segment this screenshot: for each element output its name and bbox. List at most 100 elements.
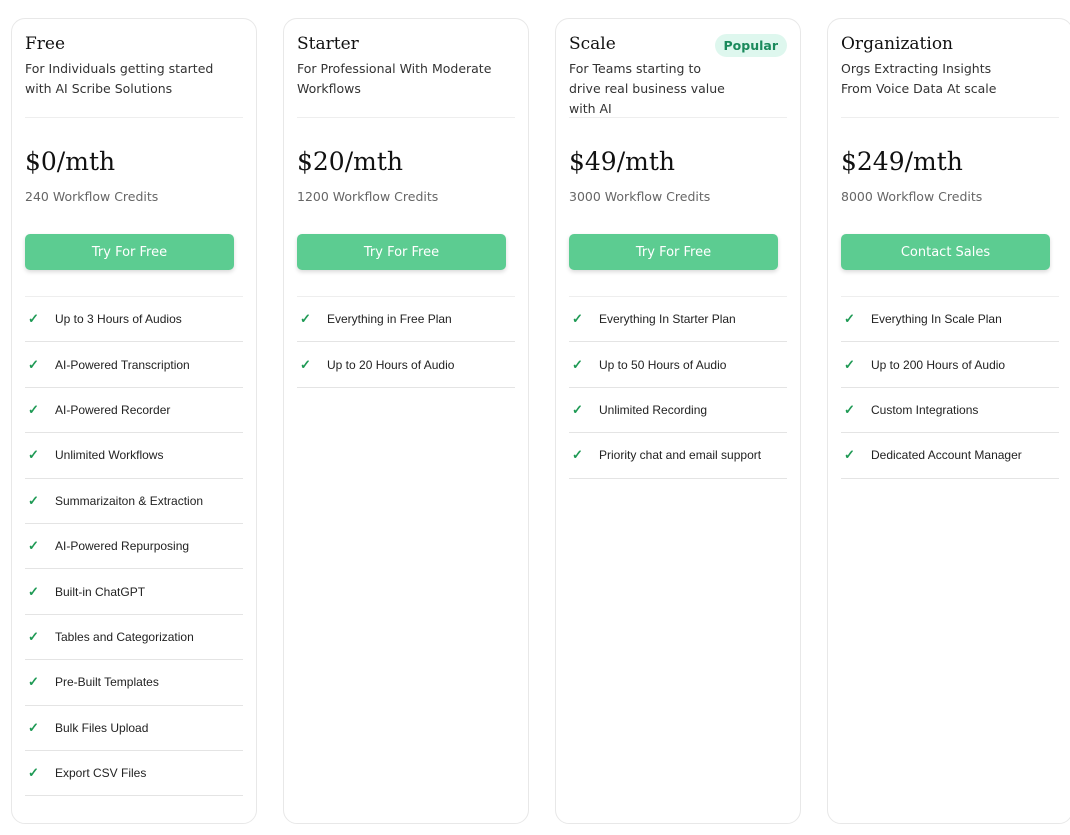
feature-item: ✓ Priority chat and email support (569, 433, 787, 479)
feature-label: Bulk Files Upload (55, 720, 149, 735)
plan-description: For Teams starting to drive real busines… (569, 61, 725, 116)
feature-item: ✓ Up to 50 Hours of Audio (569, 342, 787, 388)
feature-list: ✓ Everything In Scale Plan ✓ Up to 200 Hour… (841, 297, 1059, 479)
divider (25, 117, 243, 118)
plan-cta-button[interactable]: Contact Sales (841, 234, 1050, 270)
check-icon: ✓ (28, 719, 39, 735)
feature-label: Built-in ChatGPT (55, 584, 146, 599)
feature-label: Up to 20 Hours of Audio (327, 357, 455, 372)
check-icon: ✓ (844, 311, 855, 327)
plan-credits: 8000 Workflow Credits (841, 189, 983, 204)
plan-credits: 1200 Workflow Credits (297, 189, 439, 204)
plan-credits: 240 Workflow Credits (25, 189, 159, 204)
check-icon: ✓ (28, 492, 39, 508)
divider (297, 296, 515, 297)
check-icon: ✓ (28, 401, 39, 417)
feature-label: Tables and Categorization (55, 629, 194, 644)
feature-item: ✓ Everything in Free Plan (297, 297, 515, 343)
plan-description: Orgs Extracting Insights From Voice Data… (841, 61, 997, 96)
feature-item: ✓ Everything In Scale Plan (841, 297, 1059, 343)
feature-item: ✓ Pre-Built Templates (25, 660, 243, 706)
feature-item: ✓ AI-Powered Repurposing (25, 524, 243, 570)
plan-credits: 3000 Workflow Credits (569, 189, 711, 204)
feature-item: ✓ Everything In Starter Plan (569, 297, 787, 343)
plan-cta-button[interactable]: Try For Free (569, 234, 778, 270)
feature-item: ✓ Up to 200 Hours of Audio (841, 342, 1059, 388)
check-icon: ✓ (572, 447, 583, 463)
check-icon: ✓ (844, 401, 855, 417)
plan-description: For Professional With Moderate Workflows (297, 61, 492, 96)
feature-item: ✓ AI-Powered Recorder (25, 388, 243, 434)
check-icon: ✓ (28, 311, 39, 327)
feature-label: Custom Integrations (871, 402, 979, 417)
feature-item: ✓ Up to 20 Hours of Audio (297, 342, 515, 388)
check-icon: ✓ (28, 538, 39, 554)
check-icon: ✓ (572, 356, 583, 372)
feature-item: ✓ Up to 3 Hours of Audios (25, 297, 243, 343)
check-icon: ✓ (28, 765, 39, 781)
check-icon: ✓ (572, 401, 583, 417)
feature-label: Everything in Free Plan (327, 312, 452, 327)
feature-label: Up to 3 Hours of Audios (55, 312, 182, 327)
popular-badge: Popular (714, 34, 787, 57)
check-icon: ✓ (28, 447, 39, 463)
feature-item: ✓ Summarizaiton & Extraction (25, 479, 243, 524)
feature-label: Export CSV Files (55, 766, 147, 781)
plan-card-free: Free For Individuals getting started with… (11, 18, 257, 824)
plan-card-starter: Starter For Professional With Moderate Wo… (283, 18, 529, 824)
plan-card-organization: Organization Orgs Extracting Insights Fro… (827, 18, 1070, 824)
feature-label: Priority chat and email support (599, 448, 762, 463)
divider (569, 117, 787, 118)
feature-label: Everything In Scale Plan (871, 312, 1002, 327)
feature-label: Summarizaiton & Extraction (55, 493, 204, 508)
feature-item: ✓ Custom Integrations (841, 388, 1059, 434)
feature-label: Dedicated Account Manager (871, 448, 1022, 463)
feature-list: ✓ Everything In Starter Plan ✓ Up to 50 Hou… (569, 297, 787, 479)
feature-label: AI-Powered Transcription (55, 357, 190, 372)
feature-label: Everything In Starter Plan (599, 312, 736, 327)
feature-item: ✓ Bulk Files Upload (25, 706, 243, 751)
plan-cta-button[interactable]: Try For Free (25, 234, 234, 270)
plan-price: $249/mth (841, 147, 963, 176)
feature-label: Unlimited Recording (599, 402, 708, 417)
plan-cta-button[interactable]: Try For Free (297, 234, 506, 270)
plan-title: Free (25, 34, 66, 54)
feature-item: ✓ Unlimited Workflows (25, 433, 243, 479)
plan-price: $20/mth (297, 147, 403, 176)
divider (569, 296, 787, 297)
check-icon: ✓ (28, 356, 39, 372)
feature-label: Pre-Built Templates (55, 675, 159, 690)
feature-label: AI-Powered Repurposing (55, 539, 190, 554)
plan-price: $49/mth (569, 147, 675, 176)
plan-title: Starter (297, 34, 359, 54)
check-icon: ✓ (572, 311, 583, 327)
feature-item: ✓ Built-in ChatGPT (25, 569, 243, 615)
feature-label: AI-Powered Recorder (55, 402, 171, 417)
divider (841, 296, 1059, 297)
check-icon: ✓ (844, 356, 855, 372)
feature-label: Up to 50 Hours of Audio (599, 357, 727, 372)
plan-title: Organization (841, 34, 954, 54)
divider (25, 296, 243, 297)
feature-item: ✓ AI-Powered Transcription (25, 342, 243, 388)
check-icon: ✓ (28, 674, 39, 690)
check-icon: ✓ (300, 311, 311, 327)
feature-item: ✓ Dedicated Account Manager (841, 433, 1059, 479)
feature-item: ✓ Unlimited Recording (569, 388, 787, 434)
feature-list: ✓ Up to 3 Hours of Audios ✓ AI-Powered Tran… (25, 297, 243, 797)
check-icon: ✓ (844, 447, 855, 463)
feature-item: ✓ Export CSV Files (25, 751, 243, 797)
plan-title: Scale (569, 34, 616, 54)
divider (841, 117, 1059, 118)
plan-card-scale: Scale Popular For Teams starting to drive … (555, 18, 801, 824)
feature-list: ✓ Everything in Free Plan ✓ Up to 20 Hours … (297, 297, 515, 388)
feature-label: Unlimited Workflows (55, 448, 164, 463)
divider (297, 117, 515, 118)
check-icon: ✓ (28, 583, 39, 599)
plan-price: $0/mth (25, 147, 116, 176)
feature-label: Up to 200 Hours of Audio (871, 357, 1006, 372)
plan-description: For Individuals getting started with AI … (25, 61, 214, 96)
check-icon: ✓ (300, 356, 311, 372)
check-icon: ✓ (28, 628, 39, 644)
feature-item: ✓ Tables and Categorization (25, 615, 243, 661)
